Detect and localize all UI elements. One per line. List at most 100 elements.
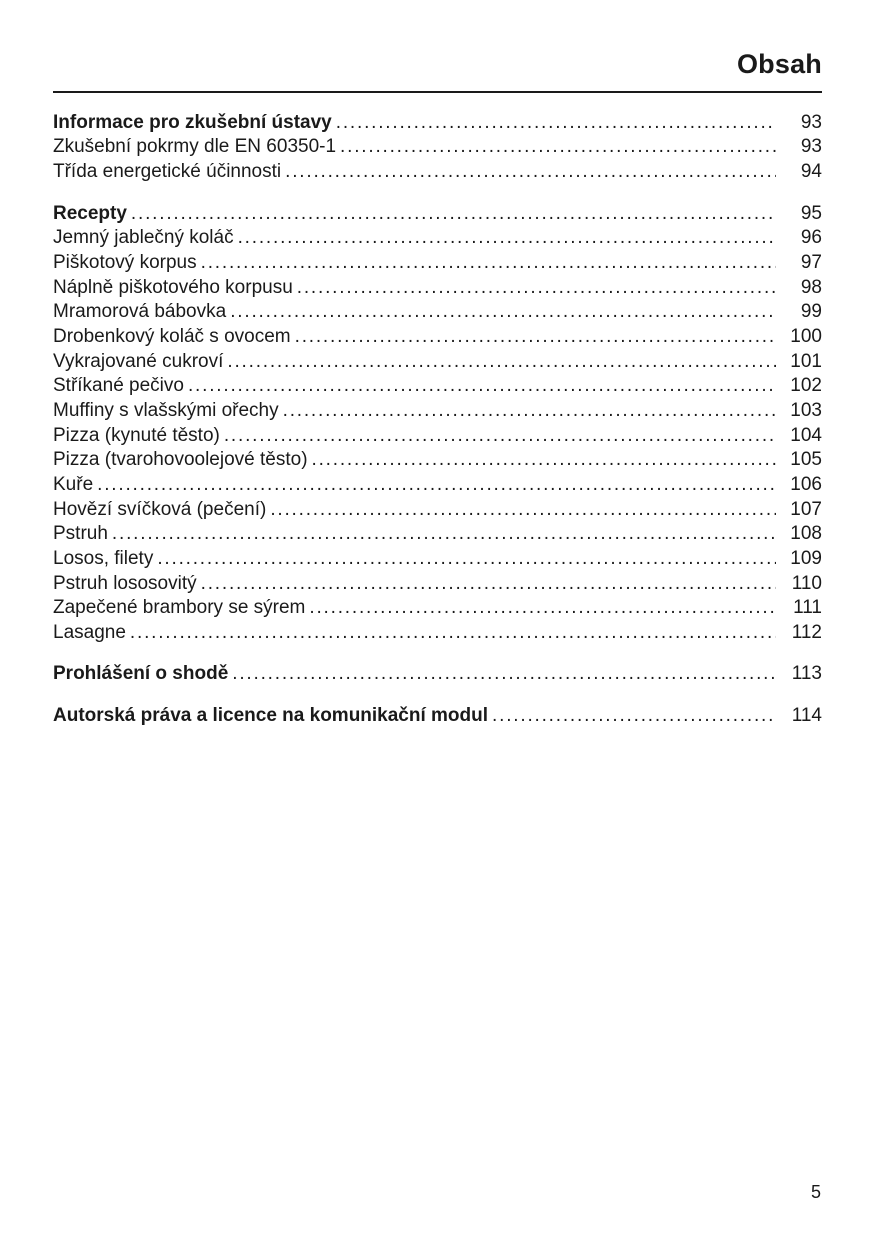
toc-entry-label: Jemný jablečný koláč [53,227,234,249]
toc-entry-page: 97 [800,251,822,273]
toc-entry: Mramorová bábovka ......................… [53,300,822,325]
dot-leader: ........................................… [187,375,776,397]
toc-entry-label: Zkušební pokrmy dle EN 60350-1 [53,136,337,158]
toc-entry: Recepty ................................… [53,202,822,227]
toc-entry-label: Mramorová bábovka [53,301,227,323]
toc-entry-label: Drobenkový koláč s ovocem [53,325,291,347]
toc-entry-label: Stříkané pečivo [53,375,184,397]
toc-entry-label: Hovězí svíčková (pečení) [53,498,267,520]
toc-entry-page: 99 [800,301,822,323]
toc-entry: Náplně piškotového korpusu .............… [53,276,822,301]
toc-entry-label: Pizza (tvarohovoolejové těsto) [53,449,308,471]
toc-entry-page: 93 [800,136,822,158]
toc-entry-page: 110 [791,572,822,594]
toc-entry-label: Zapečené brambory se sýrem [53,597,306,619]
toc-entry: Autorská práva a licence na komunikační … [53,704,822,729]
dot-leader: ........................................… [157,547,776,569]
toc-entry: Muffiny s vlašskými ořechy .............… [53,399,822,424]
toc-section: Prohlášení o shodě .....................… [53,662,822,687]
toc-entry: Zapečené brambory se sýrem .............… [53,596,822,621]
toc-section: Autorská práva a licence na komunikační … [53,704,822,729]
toc-entry-page: 108 [790,523,822,545]
dot-leader: ........................................… [335,111,776,133]
toc-entry-label: Lasagne [53,621,126,643]
table-of-contents: Informace pro zkušební ústavy ..........… [53,111,822,729]
dot-leader: ........................................… [282,399,776,421]
dot-leader: ........................................… [223,424,776,446]
toc-entry: Vykrajované cukroví ....................… [53,350,822,375]
toc-entry-page: 102 [790,375,822,397]
toc-entry: Pizza (kynuté těsto) ...................… [53,424,822,449]
toc-entry: Lasagne ................................… [53,621,822,646]
toc-entry-page: 104 [790,424,822,446]
toc-section: Informace pro zkušební ústavy ..........… [53,111,822,185]
toc-entry: Pstruh lososovitý ......................… [53,572,822,597]
toc-entry-label: Pstruh lososovitý [53,572,197,594]
dot-leader: ........................................… [227,350,776,372]
toc-entry-label: Pizza (kynuté těsto) [53,424,220,446]
toc-entry-label: Vykrajované cukroví [53,350,224,372]
dot-leader: ........................................… [270,498,776,520]
toc-entry-page: 103 [790,399,822,421]
toc-entry-label: Losos, filety [53,547,154,569]
toc-entry-page: 93 [800,111,822,133]
toc-entry: Jemný jablečný koláč ...................… [53,226,822,251]
toc-entry: Drobenkový koláč s ovocem ..............… [53,325,822,350]
toc-entry: Stříkané pečivo ........................… [53,374,822,399]
page-content: Obsah Informace pro zkušební ústavy ....… [53,0,822,729]
toc-entry-label: Náplně piškotového korpusu [53,276,293,298]
dot-leader: ........................................… [129,621,776,643]
dot-leader: ........................................… [492,705,776,727]
dot-leader: ........................................… [230,301,776,323]
dot-leader: ........................................… [294,325,776,347]
toc-entry-page: 114 [791,705,822,727]
toc-entry: Zkušební pokrmy dle EN 60350-1 .........… [53,135,822,160]
toc-entry-label: Muffiny s vlašskými ořechy [53,399,279,421]
toc-entry: Třída energetické účinnosti ............… [53,160,822,185]
dot-leader: ........................................… [340,136,776,158]
dot-leader: ........................................… [232,663,776,685]
toc-entry-label: Pstruh [53,523,108,545]
toc-entry-page: 109 [790,547,822,569]
dot-leader: ........................................… [309,597,776,619]
toc-entry-page: 100 [790,325,822,347]
dot-leader: ........................................… [97,473,776,495]
toc-entry-page: 105 [790,449,822,471]
toc-entry-page: 111 [793,597,822,619]
toc-entry-label: Piškotový korpus [53,251,197,273]
toc-entry-page: 94 [800,161,822,182]
dot-leader: ........................................… [285,161,776,182]
dot-leader: ........................................… [200,251,776,273]
toc-entry-label: Recepty [53,202,127,224]
toc-entry: Informace pro zkušební ústavy ..........… [53,111,822,136]
toc-entry: Losos, filety ..........................… [53,547,822,572]
toc-entry-page: 96 [800,227,822,249]
toc-entry-page: 98 [800,276,822,298]
toc-entry-label: Prohlášení o shodě [53,663,229,685]
dot-leader: ........................................… [296,276,776,298]
toc-entry-page: 113 [791,663,822,685]
toc-entry: Pizza (tvarohovoolejové těsto) .........… [53,448,822,473]
dot-leader: ........................................… [130,202,776,224]
toc-entry-label: Autorská práva a licence na komunikační … [53,705,489,727]
toc-entry: Prohlášení o shodě .....................… [53,662,822,687]
footer-page-number: 5 [810,1182,821,1202]
header-rule [53,90,822,93]
toc-entry-page: 95 [800,202,822,224]
dot-leader: ........................................… [111,523,776,545]
toc-entry-label: Třída energetické účinnosti [53,161,282,182]
dot-leader: ........................................… [200,572,776,594]
toc-entry-page: 112 [791,621,822,643]
toc-entry: Kuře ...................................… [53,473,822,498]
toc-entry-label: Kuře [53,473,94,495]
toc-entry-page: 107 [790,498,822,520]
dot-leader: ........................................… [237,227,776,249]
toc-entry-page: 106 [790,473,822,495]
toc-entry: Piškotový korpus .......................… [53,251,822,276]
toc-entry: Hovězí svíčková (pečení) ...............… [53,498,822,523]
toc-entry-page: 101 [790,350,822,372]
dot-leader: ........................................… [311,449,776,471]
toc-entry: Pstruh .................................… [53,522,822,547]
page-title: Obsah [736,49,822,79]
